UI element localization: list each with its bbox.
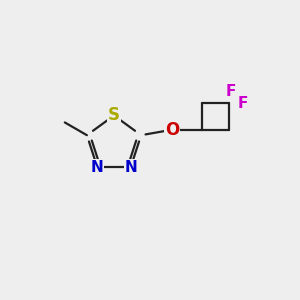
Text: F: F <box>226 84 236 99</box>
Text: N: N <box>124 160 137 175</box>
Text: S: S <box>108 106 120 124</box>
Text: F: F <box>238 96 248 111</box>
Text: N: N <box>91 160 103 175</box>
Text: O: O <box>165 121 179 139</box>
